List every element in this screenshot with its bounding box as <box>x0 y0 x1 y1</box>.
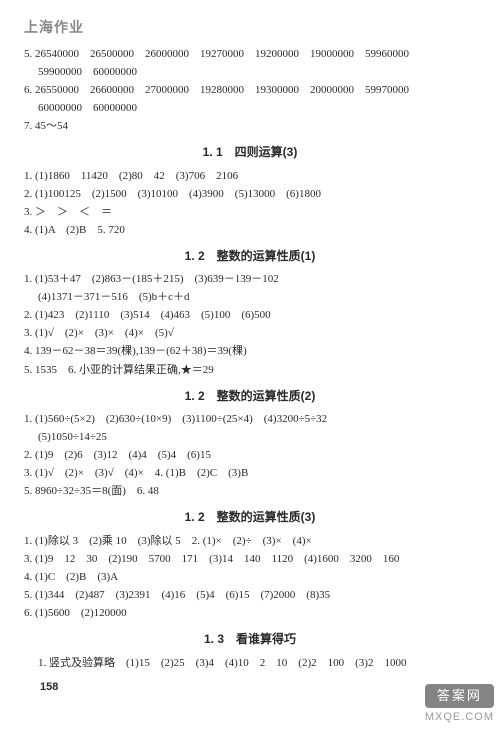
text-line: 1. (1)560÷(5×2) (2)630÷(10×9) (3)1100÷(2… <box>24 411 476 428</box>
section-title: 1. 2 整数的运算性质(3) <box>24 508 476 527</box>
section-title: 1. 2 整数的运算性质(2) <box>24 387 476 406</box>
text-line: 4. 139－62－38＝39(棵),139－(62＋38)＝39(棵) <box>24 343 476 360</box>
brand-title: 上海作业 <box>24 18 476 40</box>
text-line: (5)1050÷14÷25 <box>24 429 476 446</box>
text-line: 4. (1)A (2)B 5. 720 <box>24 222 476 239</box>
text-line: 3. ＞ ＞ ＜ ＝ <box>24 204 476 221</box>
text-line: 1. 竖式及验算略 (1)15 (2)25 (3)4 (4)10 2 10 (2… <box>24 655 476 672</box>
text-line: 1. (1)除以 3 (2)乘 10 (3)除以 5 2. (1)× (2)÷ … <box>24 533 476 550</box>
text-line: 2. (1)100125 (2)1500 (3)10100 (4)3900 (5… <box>24 186 476 203</box>
text-line: 3. (1)√ (2)× (3)√ (4)× 4. (1)B (2)C (3)B <box>24 465 476 482</box>
section-title: 1. 3 看谁算得巧 <box>24 630 476 649</box>
text-line: 4. (1)C (2)B (3)A <box>24 569 476 586</box>
text-line: 59900000 60000000 <box>24 64 476 81</box>
text-line: 2. (1)423 (2)1110 (3)514 (4)463 (5)100 (… <box>24 307 476 324</box>
watermark-label: 答案网 <box>425 684 494 708</box>
text-line: 2. (1)9 (2)6 (3)12 (4)4 (5)4 (6)15 <box>24 447 476 464</box>
text-line: 1. (1)1860 11420 (2)80 42 (3)706 2106 <box>24 168 476 185</box>
text-line: 6. (1)5600 (2)120000 <box>24 605 476 622</box>
text-line: 3. (1)√ (2)× (3)× (4)× (5)√ <box>24 325 476 342</box>
text-line: 3. (1)9 12 30 (2)190 5700 171 (3)14 140 … <box>24 551 476 568</box>
text-line: 6. 26550000 26600000 27000000 19280000 1… <box>24 82 476 99</box>
page-content: 5. 26540000 26500000 26000000 19270000 1… <box>24 46 476 672</box>
text-line: 5. 8960÷32÷35＝8(面) 6. 48 <box>24 483 476 500</box>
text-line: 5. 26540000 26500000 26000000 19270000 1… <box>24 46 476 63</box>
watermark-url: MXQE.COM <box>425 709 494 726</box>
text-line: 7. 45～54 <box>24 118 476 135</box>
text-line: 5. (1)344 (2)487 (3)2391 (4)16 (5)4 (6)1… <box>24 587 476 604</box>
text-line: 60000000 60000000 <box>24 100 476 117</box>
section-title: 1. 2 整数的运算性质(1) <box>24 247 476 266</box>
page-number: 158 <box>40 679 58 696</box>
text-line: (4)1371－371－516 (5)b＋c＋d <box>24 289 476 306</box>
section-title: 1. 1 四则运算(3) <box>24 143 476 162</box>
text-line: 1. (1)53＋47 (2)863－(185＋215) (3)639－139－… <box>24 271 476 288</box>
text-line: 5. 1535 6. 小亚的计算结果正确,★＝29 <box>24 362 476 379</box>
watermark: 答案网 MXQE.COM <box>425 684 494 726</box>
